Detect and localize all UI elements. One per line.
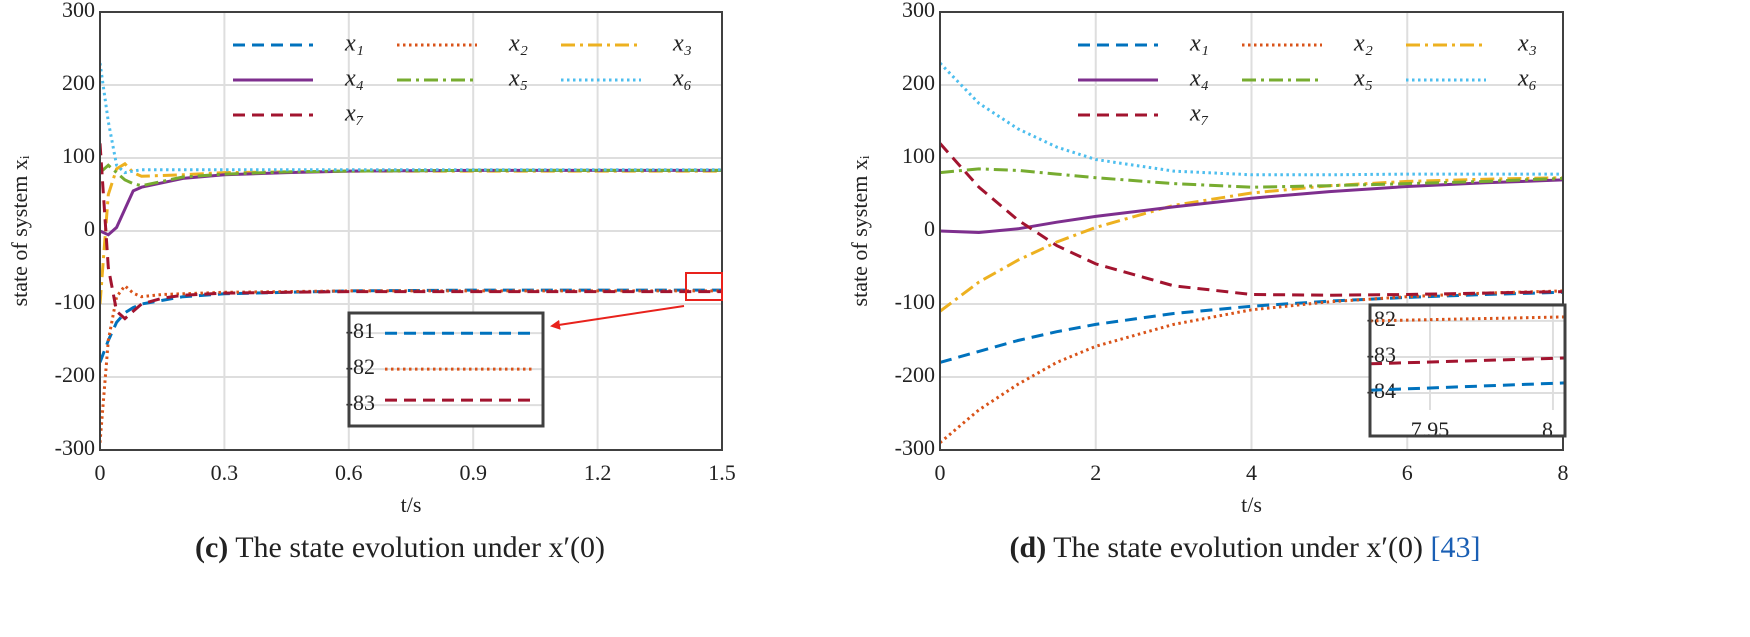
legend-label: x₇ xyxy=(1189,101,1209,127)
legend-label: x₂ xyxy=(1353,31,1373,57)
caption-part: (c) xyxy=(195,531,228,564)
y-tick-label: -200 xyxy=(895,362,935,387)
inset-x-tick-label: 7.95 xyxy=(1411,417,1450,442)
x-tick-label: 0.9 xyxy=(459,460,487,485)
caption-part: The state evolution under x′(0) xyxy=(235,531,605,564)
caption-part: (d) xyxy=(1010,531,1047,564)
series-line xyxy=(100,163,722,188)
series-line xyxy=(940,176,1563,313)
inset-frame xyxy=(347,311,545,428)
y-tick-label: 0 xyxy=(84,216,95,241)
caption: (d) The state evolution under x′(0) [43] xyxy=(1010,531,1481,564)
zoom-box xyxy=(685,272,723,301)
series-line xyxy=(100,161,722,305)
legend-label: x₆ xyxy=(1517,66,1537,92)
axes-frame xyxy=(939,11,1564,451)
inset-y-tick-label: -81 xyxy=(346,318,375,343)
inset-y-tick-label: -83 xyxy=(346,390,375,415)
y-tick-label: 300 xyxy=(902,0,935,22)
y-tick-label: -200 xyxy=(55,362,95,387)
legend-label: x₂ xyxy=(508,31,528,57)
series-line xyxy=(940,62,1563,177)
series-line xyxy=(100,143,722,321)
legend-label: x₅ xyxy=(508,66,528,92)
caption-part: [43] xyxy=(1430,531,1480,564)
inset-bg xyxy=(1370,305,1565,436)
x-tick-label: 2 xyxy=(1090,460,1101,485)
legend-label: x₃ xyxy=(1517,31,1537,57)
x-tick-label: 1.5 xyxy=(708,460,736,485)
legend-label: x₄ xyxy=(344,66,364,92)
axes-frame xyxy=(99,11,723,451)
series-line xyxy=(940,289,1563,444)
x-tick-label: 4 xyxy=(1246,460,1257,485)
inset-frame xyxy=(1368,303,1567,438)
y-tick-label: 300 xyxy=(62,0,95,22)
zoom-arrow xyxy=(550,305,685,330)
inset-y-tick-label: -82 xyxy=(346,354,375,379)
inset-line xyxy=(1369,381,1566,392)
y-tick-label: 100 xyxy=(62,143,95,168)
y-tick-label: -100 xyxy=(895,289,935,314)
x-tick-label: 8 xyxy=(1558,460,1569,485)
y-tick-label: 200 xyxy=(902,70,935,95)
x-tick-label: 0.6 xyxy=(335,460,363,485)
series-line xyxy=(100,168,722,237)
y-axis-label: state of system xᵢ xyxy=(7,155,32,306)
series-line xyxy=(100,62,722,175)
y-tick-label: 0 xyxy=(924,216,935,241)
x-tick-label: 0 xyxy=(95,460,106,485)
legend-label: x₇ xyxy=(344,101,364,127)
y-tick-label: 100 xyxy=(902,143,935,168)
caption-part: The state evolution under x′(0) xyxy=(1053,531,1423,564)
y-tick-label: -100 xyxy=(55,289,95,314)
series-line xyxy=(940,142,1563,297)
legend-label: x₄ xyxy=(1189,66,1209,92)
legend-label: x₆ xyxy=(672,66,692,92)
series-line xyxy=(940,178,1563,235)
series-line xyxy=(940,167,1563,189)
x-tick-label: 6 xyxy=(1402,460,1413,485)
y-tick-label: 200 xyxy=(62,70,95,95)
legend-label: x₁ xyxy=(344,31,364,57)
series-line xyxy=(940,290,1563,364)
x-tick-label: 0 xyxy=(935,460,946,485)
legend-label: x₅ xyxy=(1353,66,1373,92)
caption: (c) The state evolution under x′(0) xyxy=(195,531,605,564)
legend-label: x₃ xyxy=(672,31,692,57)
inset-line xyxy=(1369,315,1566,323)
x-tick-label: 0.3 xyxy=(211,460,239,485)
y-tick-label: -300 xyxy=(55,435,95,460)
x-axis-label: t/s xyxy=(1241,492,1262,517)
y-tick-label: -300 xyxy=(895,435,935,460)
inset-y-tick-label: -82 xyxy=(1367,306,1396,331)
inset-line xyxy=(1369,356,1566,366)
y-axis-label: state of system xᵢ xyxy=(847,155,872,306)
legend-label: x₁ xyxy=(1189,31,1209,57)
x-axis-label: t/s xyxy=(401,492,422,517)
x-tick-label: 1.2 xyxy=(584,460,612,485)
inset-x-tick-label: 8 xyxy=(1542,417,1553,442)
